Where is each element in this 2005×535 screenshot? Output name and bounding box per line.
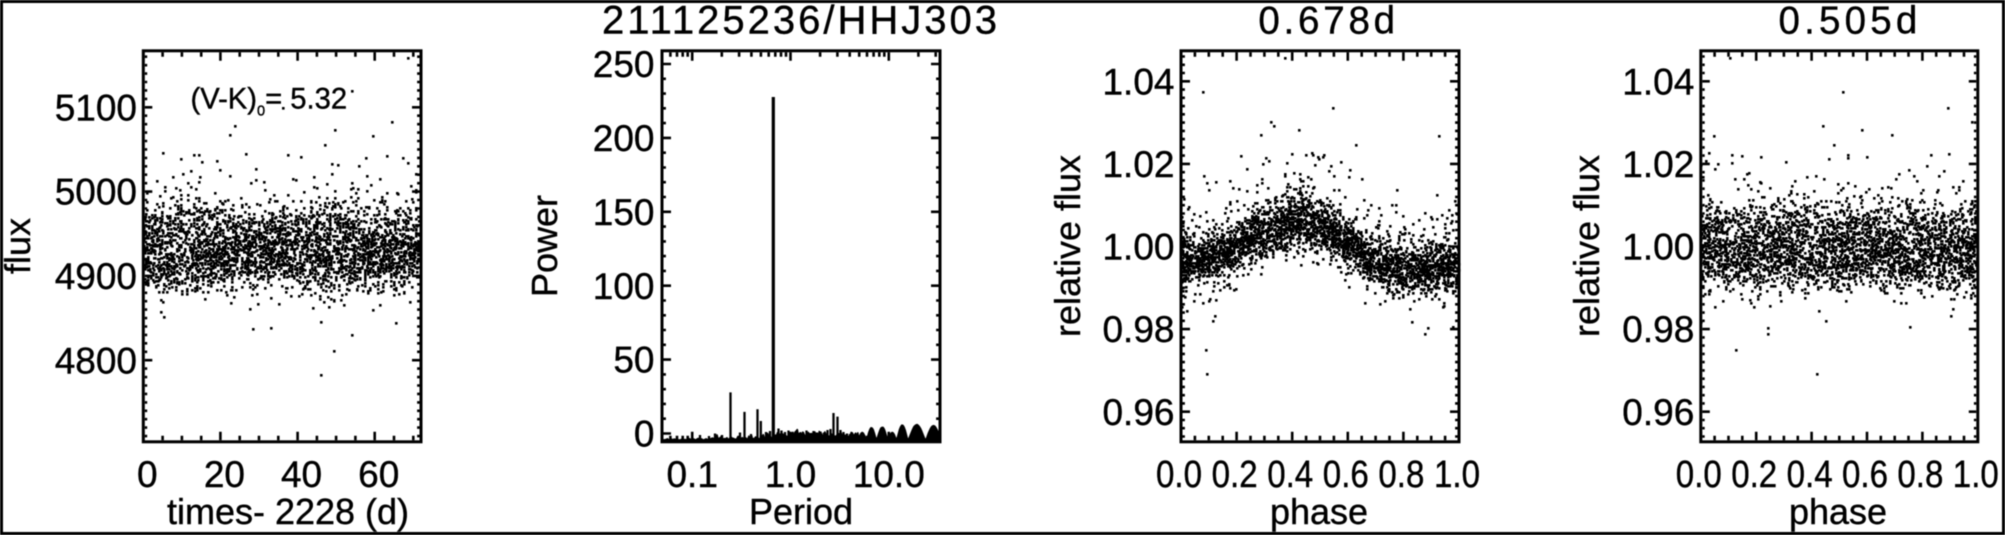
svg-text:1.00: 1.00 [1622, 227, 1694, 268]
svg-text:phase: phase [1270, 491, 1368, 532]
svg-text:relative flux: relative flux [1566, 155, 1607, 337]
svg-text:100: 100 [593, 266, 655, 307]
svg-text:250: 250 [593, 44, 655, 85]
svg-text:40: 40 [281, 454, 322, 495]
svg-text:0.0: 0.0 [1676, 454, 1722, 496]
svg-text:0.2: 0.2 [1212, 454, 1258, 496]
svg-text:150: 150 [593, 192, 655, 233]
svg-text:0: 0 [634, 414, 655, 455]
svg-text:200: 200 [593, 118, 655, 159]
svg-text:times- 2228 (d): times- 2228 (d) [167, 491, 409, 532]
svg-text:211125236/HHJ303: 211125236/HHJ303 [602, 0, 1000, 43]
svg-text:5100: 5100 [55, 87, 137, 128]
svg-text:1.04: 1.04 [1102, 61, 1174, 102]
svg-text:1.0: 1.0 [1953, 454, 1999, 496]
svg-text:1.0: 1.0 [765, 454, 816, 495]
svg-text:Power: Power [524, 195, 565, 297]
svg-text:1.04: 1.04 [1622, 61, 1694, 102]
svg-text:10.0: 10.0 [853, 454, 925, 495]
svg-text:0.8: 0.8 [1897, 454, 1943, 496]
svg-text:0.4: 0.4 [1787, 454, 1833, 496]
svg-text:0.8: 0.8 [1378, 454, 1424, 496]
svg-text:0.98: 0.98 [1622, 309, 1694, 350]
svg-text:(V-K)0= 5.32: (V-K)0= 5.32 [191, 84, 348, 120]
svg-text:0: 0 [137, 454, 158, 495]
svg-text:0.505d: 0.505d [1779, 0, 1922, 43]
svg-text:1.02: 1.02 [1102, 144, 1174, 185]
svg-text:0.4: 0.4 [1267, 454, 1313, 496]
svg-text:0.98: 0.98 [1102, 309, 1174, 350]
svg-text:4800: 4800 [55, 340, 137, 381]
svg-text:Period: Period [749, 491, 853, 532]
svg-text:0.96: 0.96 [1102, 392, 1174, 433]
svg-text:flux: flux [0, 218, 38, 274]
svg-text:0.0: 0.0 [1156, 454, 1202, 496]
svg-text:0.2: 0.2 [1731, 454, 1777, 496]
svg-text:0.1: 0.1 [666, 454, 717, 495]
svg-text:0.96: 0.96 [1622, 392, 1694, 433]
svg-text:1.0: 1.0 [1434, 454, 1480, 496]
svg-text:5000: 5000 [55, 172, 137, 213]
svg-text:relative flux: relative flux [1047, 155, 1088, 337]
svg-text:1.02: 1.02 [1622, 144, 1694, 185]
svg-text:1.00: 1.00 [1102, 227, 1174, 268]
svg-text:50: 50 [613, 340, 654, 381]
svg-text:60: 60 [358, 454, 399, 495]
svg-text:4900: 4900 [55, 256, 137, 297]
svg-text:0.6: 0.6 [1323, 454, 1369, 496]
svg-text:0.6: 0.6 [1842, 454, 1888, 496]
svg-text:phase: phase [1789, 491, 1887, 532]
svg-text:0.678d: 0.678d [1258, 0, 1399, 43]
svg-text:20: 20 [204, 454, 245, 495]
